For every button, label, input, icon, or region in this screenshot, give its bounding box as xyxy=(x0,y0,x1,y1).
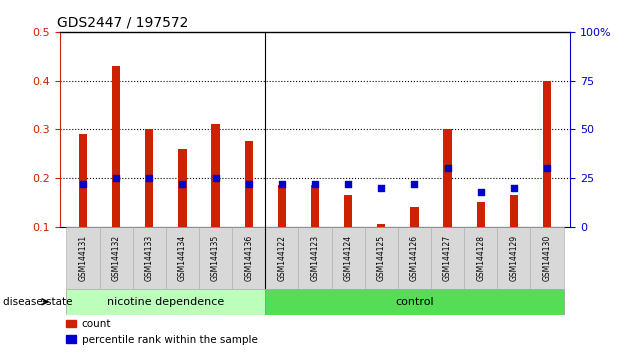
Point xyxy=(277,181,287,187)
Point xyxy=(442,165,452,171)
Bar xyxy=(444,129,452,275)
Text: GSM144135: GSM144135 xyxy=(211,234,220,281)
Text: GSM144125: GSM144125 xyxy=(377,234,386,281)
Text: GSM144123: GSM144123 xyxy=(311,234,319,281)
FancyBboxPatch shape xyxy=(398,227,431,289)
Text: control: control xyxy=(395,297,433,307)
Point xyxy=(376,185,386,190)
Bar xyxy=(543,80,551,275)
FancyBboxPatch shape xyxy=(133,227,166,289)
Text: GSM144134: GSM144134 xyxy=(178,234,187,281)
Text: GSM144129: GSM144129 xyxy=(509,234,518,281)
Text: GSM144131: GSM144131 xyxy=(79,234,88,281)
Bar xyxy=(476,202,485,275)
Bar xyxy=(112,66,120,275)
Bar xyxy=(79,134,87,275)
FancyBboxPatch shape xyxy=(299,227,331,289)
Point xyxy=(210,175,220,181)
Bar xyxy=(510,195,518,275)
Text: GSM144128: GSM144128 xyxy=(476,235,485,280)
Bar xyxy=(145,129,154,275)
Text: GSM144122: GSM144122 xyxy=(277,235,287,280)
Legend: count, percentile rank within the sample: count, percentile rank within the sample xyxy=(62,315,261,349)
Text: GDS2447 / 197572: GDS2447 / 197572 xyxy=(57,15,188,29)
Text: GSM144126: GSM144126 xyxy=(410,234,419,281)
Text: GSM144132: GSM144132 xyxy=(112,234,121,281)
Point xyxy=(78,181,88,187)
Bar xyxy=(212,124,220,275)
FancyBboxPatch shape xyxy=(100,227,133,289)
Text: GSM144136: GSM144136 xyxy=(244,234,253,281)
Bar xyxy=(278,185,286,275)
Point xyxy=(178,181,188,187)
Text: disease state: disease state xyxy=(3,297,72,307)
FancyBboxPatch shape xyxy=(497,227,530,289)
FancyBboxPatch shape xyxy=(265,289,563,315)
FancyBboxPatch shape xyxy=(331,227,365,289)
FancyBboxPatch shape xyxy=(431,227,464,289)
Text: GSM144130: GSM144130 xyxy=(542,234,551,281)
FancyBboxPatch shape xyxy=(199,227,232,289)
Text: GSM144127: GSM144127 xyxy=(443,234,452,281)
Point xyxy=(410,181,420,187)
Point xyxy=(144,175,154,181)
Point xyxy=(244,181,254,187)
FancyBboxPatch shape xyxy=(365,227,398,289)
Point xyxy=(476,189,486,194)
Text: GSM144133: GSM144133 xyxy=(145,234,154,281)
Bar xyxy=(377,224,386,275)
FancyBboxPatch shape xyxy=(530,227,563,289)
Bar xyxy=(244,141,253,275)
Bar xyxy=(178,149,186,275)
Point xyxy=(111,175,121,181)
Point xyxy=(310,181,320,187)
Point xyxy=(542,165,552,171)
FancyBboxPatch shape xyxy=(67,289,265,315)
Text: GSM144124: GSM144124 xyxy=(343,234,353,281)
Bar xyxy=(410,207,418,275)
Point xyxy=(343,181,353,187)
FancyBboxPatch shape xyxy=(464,227,497,289)
Point xyxy=(509,185,519,190)
Text: nicotine dependence: nicotine dependence xyxy=(107,297,224,307)
Bar xyxy=(344,195,352,275)
FancyBboxPatch shape xyxy=(166,227,199,289)
Bar xyxy=(311,185,319,275)
FancyBboxPatch shape xyxy=(265,227,299,289)
FancyBboxPatch shape xyxy=(67,227,100,289)
FancyBboxPatch shape xyxy=(232,227,265,289)
